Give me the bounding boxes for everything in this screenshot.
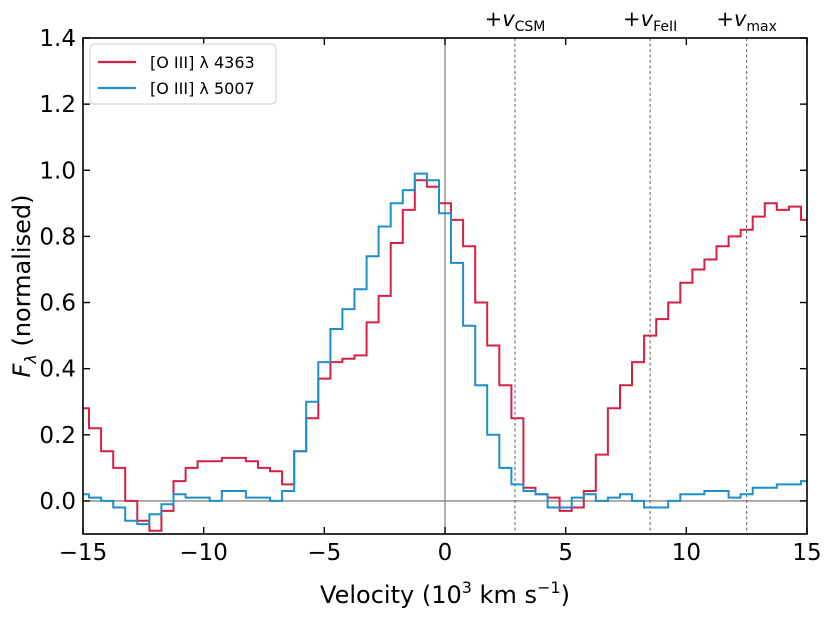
y-tick-labels: 0.0 0.2 0.4 0.6 0.8 1.0 1.2 1.4 xyxy=(39,26,76,515)
y-tick-label: 1.0 xyxy=(39,158,76,184)
y-tick-label: 0.0 xyxy=(39,489,76,515)
velocity-marker-lines xyxy=(514,38,748,534)
y-tick-label: 0.2 xyxy=(39,423,76,449)
series-line-oiii-4363 xyxy=(83,179,807,532)
x-tick-label: 10 xyxy=(672,540,701,566)
y-tick-label: 0.8 xyxy=(39,224,76,250)
x-tick-labels: −15 −10 −5 0 5 10 15 xyxy=(59,540,822,566)
y-tick-label: 0.6 xyxy=(39,291,76,317)
marker-label-max: +vmax xyxy=(716,7,777,35)
marker-label-feii: +vFeII xyxy=(623,7,677,35)
legend-box xyxy=(89,43,277,105)
y-tick-label: 1.4 xyxy=(39,26,76,52)
legend: [O III] λ 4363 [O III] λ 5007 xyxy=(89,43,277,105)
y-tick-label: 0.4 xyxy=(39,357,76,383)
x-axis-label: Velocity (103 km s−1) xyxy=(320,578,570,609)
series-line-oiii-5007 xyxy=(83,172,807,526)
x-tick-label: 0 xyxy=(438,540,453,566)
legend-label-oiii-5007: [O III] λ 5007 xyxy=(150,79,255,98)
x-tick-label: −10 xyxy=(179,540,228,566)
marker-label-csm: +vCSM xyxy=(485,7,546,35)
legend-label-oiii-4363: [O III] λ 4363 xyxy=(150,53,255,72)
axis-ticks xyxy=(82,37,808,534)
y-axis-label: Fλ (normalised) xyxy=(8,195,40,378)
y-tick-label: 1.2 xyxy=(39,92,76,118)
x-tick-label: 5 xyxy=(558,540,573,566)
x-tick-label: 15 xyxy=(792,540,821,566)
x-tick-label: −15 xyxy=(59,540,108,566)
velocity-marker-labels: +vCSM +vFeII +vmax xyxy=(485,7,777,35)
zero-lines xyxy=(83,38,807,534)
x-tick-label: −5 xyxy=(307,540,341,566)
series-layer xyxy=(83,172,807,532)
